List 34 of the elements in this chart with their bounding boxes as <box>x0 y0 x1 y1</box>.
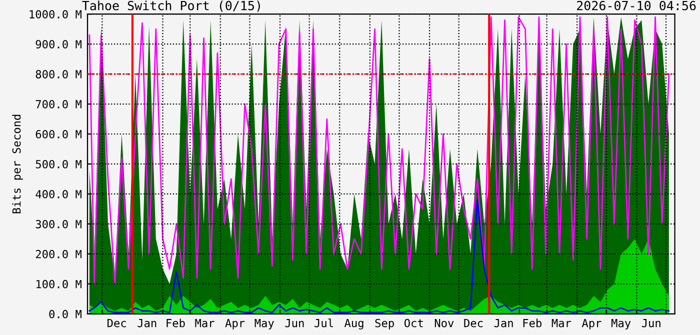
x-tick-label: Mar <box>552 319 572 328</box>
x-tick-label: Sep <box>375 318 394 330</box>
x-tick-label: Jun <box>285 319 304 328</box>
line-series <box>88 199 670 314</box>
x-tick-label: Dec <box>464 319 483 328</box>
text: 2026-07-10 04:56 <box>577 0 696 10</box>
x-tick-label: Apr <box>225 319 245 330</box>
x-tick-label: Mar <box>195 319 214 328</box>
x-tick-label: Oct <box>404 318 423 328</box>
x-tick-label: Jan <box>138 319 156 328</box>
x-tick-label: Jul <box>314 318 333 328</box>
y-tick-label: 500.0 M <box>36 160 82 168</box>
y-tick-label: 900.0 M <box>36 40 82 48</box>
x-tick-label: Jan <box>494 319 513 328</box>
x-tick-label: Feb <box>166 318 185 328</box>
y-tick-label: 300.0 M <box>36 220 82 228</box>
x-tick-label: Feb <box>523 318 542 328</box>
x-tick-label: May <box>611 319 631 330</box>
chart-title: Tahoe Switch Port (0/15) <box>82 0 260 12</box>
y-tick-label: 200.0 M <box>36 250 82 258</box>
x-tick-label: May <box>254 319 274 330</box>
y-tick-label: 0.0 M <box>49 310 82 318</box>
x-tick-label: Jun <box>642 319 660 328</box>
y-tick-label: 700.0 M <box>36 100 82 108</box>
y-tick-label: 100.0 M <box>36 280 82 288</box>
y-tick-label: 400.0 M <box>36 190 82 198</box>
y-tick-label: 800.0 M <box>36 70 82 78</box>
y-axis-title: Bits per Second <box>12 114 23 214</box>
x-tick-label: Nov <box>434 319 454 328</box>
x-tick-label: Aug <box>344 318 364 330</box>
y-tick-label: 1000.0 M <box>30 10 82 18</box>
x-tick-label: Dec <box>108 319 126 328</box>
x-tick-label: Apr <box>582 319 602 330</box>
y-tick-label: 600.0 M <box>36 130 82 138</box>
